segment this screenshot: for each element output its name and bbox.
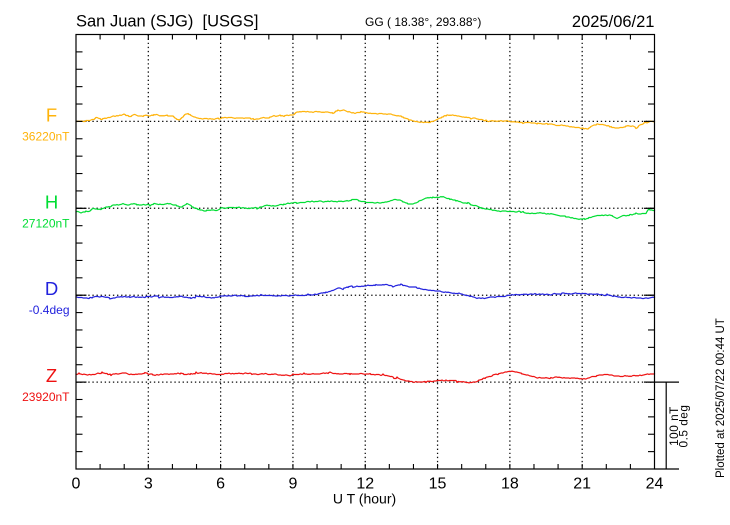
svg-text:18: 18 bbox=[501, 476, 519, 493]
svg-text:U T (hour): U T (hour) bbox=[333, 490, 396, 506]
svg-text:12: 12 bbox=[356, 476, 374, 493]
svg-text:Plotted at 2025/07/22 00:44 UT: Plotted at 2025/07/22 00:44 UT bbox=[715, 318, 727, 478]
svg-text:21: 21 bbox=[573, 476, 591, 493]
svg-text:9: 9 bbox=[288, 476, 297, 493]
svg-text:-0.4deg: -0.4deg bbox=[29, 303, 70, 317]
svg-text:D: D bbox=[45, 278, 58, 299]
svg-text:24: 24 bbox=[646, 476, 664, 493]
svg-text:36220nT: 36220nT bbox=[22, 129, 70, 143]
svg-text:GG ( 18.38°, 293.88°): GG ( 18.38°, 293.88°) bbox=[365, 15, 481, 29]
svg-text:0: 0 bbox=[72, 476, 81, 493]
svg-text:23920nT: 23920nT bbox=[22, 390, 70, 404]
svg-text:0.5 deg: 0.5 deg bbox=[676, 405, 690, 448]
svg-text:2025/06/21: 2025/06/21 bbox=[572, 13, 655, 31]
svg-text:F: F bbox=[46, 104, 57, 125]
svg-text:3: 3 bbox=[144, 476, 153, 493]
svg-text:San Juan (SJG) [USGS]: San Juan (SJG) [USGS] bbox=[76, 13, 258, 31]
svg-text:100 nT: 100 nT bbox=[667, 406, 681, 446]
svg-text:27120nT: 27120nT bbox=[22, 216, 70, 230]
svg-text:15: 15 bbox=[429, 476, 447, 493]
svg-text:H: H bbox=[45, 191, 58, 212]
svg-text:Z: Z bbox=[46, 365, 57, 386]
svg-text:6: 6 bbox=[216, 476, 225, 493]
